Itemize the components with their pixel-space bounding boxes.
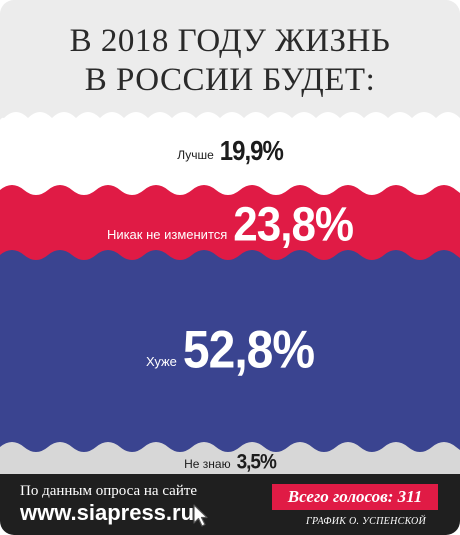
mouse-pointer-icon bbox=[193, 504, 208, 527]
answer-no-change: Никак не изменится 23,8% bbox=[0, 197, 460, 252]
gray-band bbox=[0, 442, 460, 480]
headline-line-2: В РОССИИ БУДЕТ: bbox=[84, 62, 376, 98]
white-band bbox=[0, 112, 460, 200]
answer-label: Хуже bbox=[145, 354, 177, 369]
site-link[interactable]: www.siapress.ru bbox=[20, 500, 195, 525]
answer-label: Никак не изменится bbox=[106, 227, 228, 242]
answer-better: Лучше 19,9% bbox=[0, 135, 460, 167]
footer-bar: По данным опроса на сайте www.siapress.r… bbox=[0, 474, 460, 535]
headline: В 2018 ГОДУ ЖИЗНЬ В РОССИИ БУДЕТ: bbox=[0, 22, 460, 100]
red-band bbox=[0, 185, 460, 270]
answer-value: 3,5% bbox=[236, 450, 277, 474]
blue-band bbox=[0, 250, 460, 460]
total-votes-badge: Всего голосов: 311 bbox=[272, 484, 438, 510]
headline-line-1: В 2018 ГОДУ ЖИЗНЬ bbox=[69, 23, 391, 59]
answer-value: 19,9% bbox=[219, 135, 284, 167]
answer-worse: Хуже 52,8% bbox=[0, 321, 460, 380]
source-caption: По данным опроса на сайте bbox=[20, 483, 198, 499]
top-band bbox=[0, 0, 460, 124]
author-credit: ГРАФИК О. УСПЕНСКОЙ bbox=[306, 516, 427, 527]
answer-label: Не знаю bbox=[184, 457, 231, 471]
answer-label: Лучше bbox=[177, 148, 214, 162]
answer-value: 52,8% bbox=[182, 321, 315, 380]
answer-value: 23,8% bbox=[233, 197, 354, 252]
answer-dont-know: Не знаю 3,5% bbox=[0, 450, 460, 474]
